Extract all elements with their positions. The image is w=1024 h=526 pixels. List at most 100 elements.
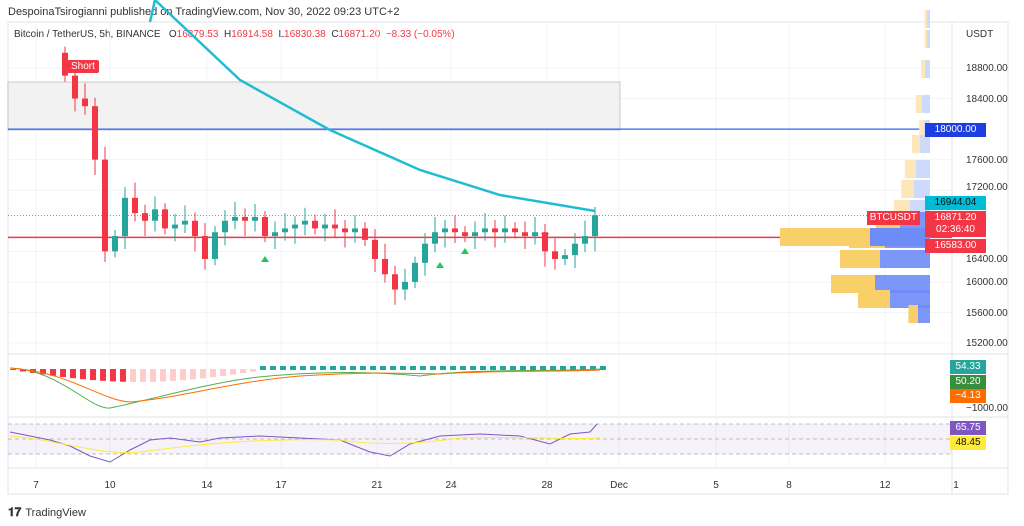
rsi-ma-line <box>9 435 601 454</box>
volume-profile-bar <box>925 60 930 78</box>
macd-histogram-bar <box>590 366 596 370</box>
macd-histogram-bar <box>450 366 456 370</box>
price-tick: 18800.00 <box>966 63 1008 74</box>
macd-histogram-bar <box>70 369 76 379</box>
candle-body <box>452 228 458 233</box>
macd-histogram-bar <box>550 366 556 370</box>
volume-profile-bar <box>921 60 925 78</box>
macd-histogram-bar <box>410 366 416 370</box>
signal-tag: 50.20 <box>950 375 986 389</box>
candle-body <box>142 213 148 221</box>
macd-histogram-bar <box>240 369 246 374</box>
price-tick: 15200.00 <box>966 338 1008 349</box>
histogram-tag: −4.13 <box>950 389 986 403</box>
macd-histogram-bar <box>540 366 546 370</box>
volume-profile-poc <box>870 228 930 246</box>
macd-histogram-bar <box>150 369 156 382</box>
volume-profile-bar <box>901 180 914 198</box>
candle-body <box>252 216 258 221</box>
candle-body <box>272 232 278 237</box>
buy-arrow-icon <box>261 256 269 262</box>
candle-body <box>282 228 288 233</box>
short-signal: Short <box>67 60 99 73</box>
candle-body <box>242 216 248 221</box>
volume-profile-bar <box>912 135 920 153</box>
macd-histogram-bar <box>210 369 216 378</box>
time-tick: 14 <box>201 480 213 491</box>
candle-body <box>462 232 468 237</box>
tradingview-brand[interactable]: 𝟏𝟕 TradingView <box>8 505 86 520</box>
candle-body <box>212 232 218 259</box>
macd-histogram-bar <box>430 366 436 370</box>
macd-histogram-bar <box>370 366 376 370</box>
candle-body <box>342 228 348 233</box>
volume-profile-bar <box>916 160 930 178</box>
macd-histogram-bar <box>580 366 586 370</box>
macd-histogram-bar <box>220 369 226 376</box>
macd-histogram-bar <box>140 369 146 382</box>
macd-histogram-bar <box>330 366 336 370</box>
volume-profile-bar <box>890 290 930 308</box>
time-tick: 28 <box>541 480 553 491</box>
candle-body <box>422 243 428 263</box>
macd-histogram-bar <box>270 366 276 370</box>
symbol-name[interactable]: Bitcoin / TetherUS, 5h, BINANCE <box>14 29 161 40</box>
rsi-ma-tag: 48.45 <box>950 436 986 450</box>
chart-frame <box>7 21 1009 495</box>
candle-body <box>532 232 538 237</box>
volume-profile-bar <box>920 135 930 153</box>
candle-body <box>412 262 418 282</box>
time-tick: 17 <box>275 480 287 491</box>
volume-profile-bar <box>927 30 930 48</box>
macd-histogram-bar <box>470 366 476 370</box>
volume-profile-bar <box>927 10 930 28</box>
candle-body <box>202 236 208 259</box>
candle-body <box>102 159 108 252</box>
price-tick: 16000.00 <box>966 277 1008 288</box>
candle-body <box>432 232 438 244</box>
moving-average-line <box>148 0 596 213</box>
price-tick: 16400.00 <box>966 254 1008 265</box>
candle-body <box>92 106 98 160</box>
volume-profile-bar <box>915 95 922 113</box>
signal-line <box>9 367 601 403</box>
price-tick: 15600.00 <box>966 308 1008 319</box>
candle-body <box>522 232 528 237</box>
candle-body <box>562 255 568 259</box>
time-tick: Dec <box>610 480 628 491</box>
candle-body <box>162 209 168 229</box>
macd-histogram-bar <box>10 369 16 370</box>
macd-tick: −1000.00 <box>966 403 1008 414</box>
candle-body <box>352 228 358 233</box>
macd-histogram-bar <box>110 369 116 382</box>
last-price: 16871.20 <box>934 212 977 223</box>
rsi-tag: 65.75 <box>950 421 986 435</box>
candle-body <box>392 274 398 290</box>
price-tick: 17600.00 <box>966 155 1008 166</box>
candle-body <box>382 258 388 275</box>
candle-body <box>172 224 178 229</box>
time-tick: 1 <box>953 480 959 491</box>
volume-profile-bar <box>840 250 880 268</box>
candle-body <box>472 232 478 237</box>
macd-histogram-bar <box>60 369 66 378</box>
macd-histogram-bar <box>500 366 506 370</box>
currency-label: USDT <box>966 29 994 40</box>
candle-body <box>492 228 498 233</box>
candle-body <box>132 197 138 214</box>
low-value: 16830.38 <box>284 29 326 40</box>
time-tick: 8 <box>786 480 792 491</box>
candle-body <box>362 228 368 240</box>
macd-histogram-bar <box>600 366 606 370</box>
macd-histogram-bar <box>290 366 296 370</box>
buy-arrow-icon <box>461 248 469 254</box>
macd-histogram-bar <box>200 369 206 379</box>
sell-arrow-icon <box>541 233 549 239</box>
publish-info: DespoinaTsirogianni published on Trading… <box>8 6 400 18</box>
volume-profile-bar <box>904 160 916 178</box>
macd-histogram-bar <box>510 366 516 370</box>
macd-histogram-bar <box>40 369 46 375</box>
macd-histogram-bar <box>380 366 386 370</box>
ma-tag: 16944.04 <box>925 196 986 210</box>
